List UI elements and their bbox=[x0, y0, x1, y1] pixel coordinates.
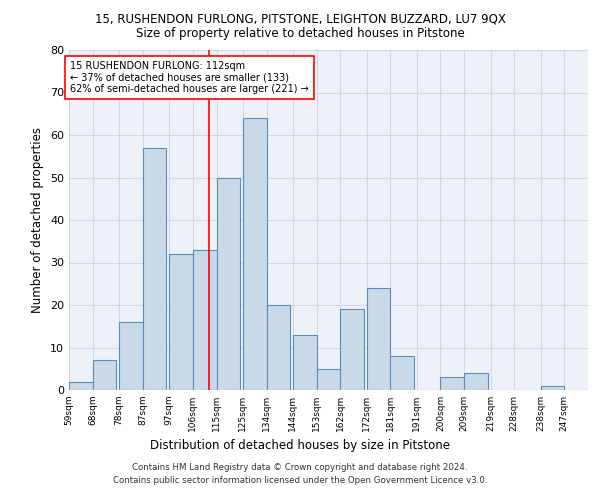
Text: Contains public sector information licensed under the Open Government Licence v3: Contains public sector information licen… bbox=[113, 476, 487, 485]
Text: 15 RUSHENDON FURLONG: 112sqm
← 37% of detached houses are smaller (133)
62% of s: 15 RUSHENDON FURLONG: 112sqm ← 37% of de… bbox=[70, 60, 309, 94]
Bar bbox=[367, 288, 391, 390]
Bar bbox=[440, 377, 464, 390]
Bar bbox=[340, 309, 364, 390]
Bar bbox=[243, 118, 266, 390]
Bar bbox=[464, 373, 488, 390]
Y-axis label: Number of detached properties: Number of detached properties bbox=[31, 127, 44, 313]
Bar bbox=[317, 369, 340, 390]
Bar bbox=[293, 335, 317, 390]
Bar bbox=[193, 250, 217, 390]
Bar bbox=[93, 360, 116, 390]
Text: Distribution of detached houses by size in Pitstone: Distribution of detached houses by size … bbox=[150, 440, 450, 452]
Text: 15, RUSHENDON FURLONG, PITSTONE, LEIGHTON BUZZARD, LU7 9QX: 15, RUSHENDON FURLONG, PITSTONE, LEIGHTO… bbox=[95, 12, 505, 26]
Bar bbox=[391, 356, 414, 390]
Bar bbox=[266, 305, 290, 390]
Text: Size of property relative to detached houses in Pitstone: Size of property relative to detached ho… bbox=[136, 28, 464, 40]
Bar bbox=[143, 148, 166, 390]
Text: Contains HM Land Registry data © Crown copyright and database right 2024.: Contains HM Land Registry data © Crown c… bbox=[132, 464, 468, 472]
Bar bbox=[541, 386, 564, 390]
Bar bbox=[119, 322, 143, 390]
Bar bbox=[69, 382, 93, 390]
Bar bbox=[169, 254, 193, 390]
Bar bbox=[217, 178, 240, 390]
